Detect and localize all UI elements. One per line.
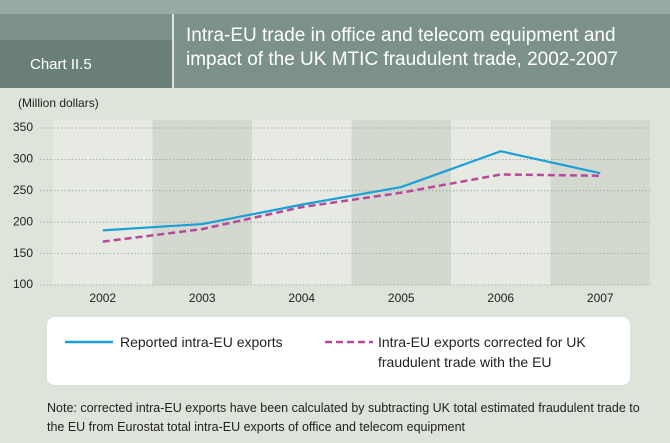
series-line	[102, 173, 601, 243]
note: Note: corrected intra-EU exports have be…	[47, 401, 640, 434]
header-strip	[0, 0, 670, 14]
y-tick-label: 250	[13, 183, 33, 197]
column-band	[451, 120, 551, 285]
legend-label: Reported intra-EU exports	[120, 334, 283, 350]
legend: Reported intra-EU exports Intra-EU expor…	[47, 317, 630, 385]
column-band	[550, 120, 650, 285]
chart-number: Chart II.5	[30, 56, 92, 73]
title-line: impact of the UK MTIC fraudulent trade, …	[186, 49, 618, 70]
plot-area: 100 150 200 250 300 350 2002 2003 2004 2005 2006 20…	[13, 120, 650, 305]
series-line	[102, 150, 601, 232]
x-tick-label: 2006	[487, 291, 514, 305]
legend-swatches	[65, 340, 373, 344]
label-block	[0, 40, 173, 88]
column-band	[152, 120, 252, 285]
x-tick-label: 2005	[388, 291, 415, 305]
x-tick-label: 2007	[587, 291, 614, 305]
y-tick-label: 200	[13, 214, 33, 228]
column-band	[53, 120, 153, 285]
column-band	[351, 120, 451, 285]
chart-title: Intra-EU trade in office and telecom equ…	[186, 24, 670, 72]
x-tick-label: 2004	[288, 291, 315, 305]
y-tick-label: 300	[13, 152, 33, 166]
y-tick-label: 350	[13, 120, 33, 134]
y-tick-label: 100	[13, 277, 33, 291]
x-tick-label: 2002	[89, 291, 116, 305]
title-line: Intra-EU trade in office and telecom equ…	[186, 25, 616, 46]
y-tick-label: 150	[13, 246, 33, 260]
legend-label: Intra-EU exports corrected for UK fraudu…	[378, 334, 586, 370]
x-tick-label: 2003	[189, 291, 216, 305]
y-axis-label: (Million dollars)	[18, 96, 99, 110]
